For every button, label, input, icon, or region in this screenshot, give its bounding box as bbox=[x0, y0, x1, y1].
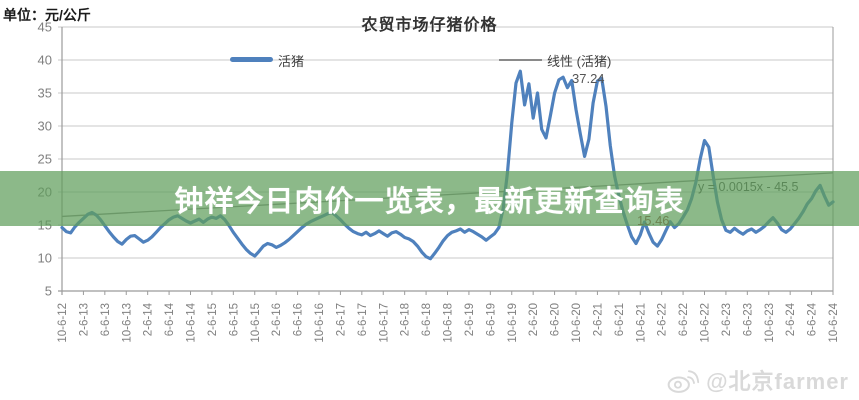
svg-text:10-6-15: 10-6-15 bbox=[250, 303, 262, 343]
headline-text: 钟祥今日肉价一览表，最新更新查询表 bbox=[174, 185, 685, 218]
svg-text:10-6-23: 10-6-23 bbox=[764, 303, 776, 343]
svg-text:6-6-16: 6-6-16 bbox=[293, 303, 305, 336]
unit-label: 单位：元/公斤 bbox=[3, 7, 91, 23]
svg-text:2-6-24: 2-6-24 bbox=[785, 302, 797, 336]
svg-text:6-6-15: 6-6-15 bbox=[228, 303, 240, 336]
trendline-swatch bbox=[499, 59, 542, 61]
svg-text:30: 30 bbox=[38, 119, 52, 134]
svg-text:2-6-17: 2-6-17 bbox=[335, 303, 347, 336]
svg-text:40: 40 bbox=[38, 53, 52, 68]
svg-text:6-6-21: 6-6-21 bbox=[614, 303, 626, 336]
svg-text:10-6-22: 10-6-22 bbox=[700, 303, 712, 343]
svg-text:6-6-20: 6-6-20 bbox=[550, 303, 562, 336]
svg-text:2-6-22: 2-6-22 bbox=[657, 303, 669, 336]
svg-text:10-6-17: 10-6-17 bbox=[378, 303, 390, 343]
svg-text:2-6-20: 2-6-20 bbox=[528, 303, 540, 336]
weibo-logo-icon bbox=[666, 367, 700, 394]
svg-text:10-6-12: 10-6-12 bbox=[57, 303, 69, 343]
peak-value-label: 37.24 bbox=[572, 71, 605, 86]
svg-text:2-6-23: 2-6-23 bbox=[721, 303, 733, 336]
headline-banner: 钟祥今日肉价一览表，最新更新查询表 bbox=[0, 171, 859, 226]
svg-text:10-6-18: 10-6-18 bbox=[443, 303, 455, 343]
svg-text:10-6-14: 10-6-14 bbox=[186, 302, 198, 342]
svg-text:10-6-24: 10-6-24 bbox=[828, 302, 840, 342]
chart-title: 农贸市场仔猪价格 bbox=[361, 17, 498, 34]
svg-text:10: 10 bbox=[38, 251, 52, 266]
svg-text:6-6-17: 6-6-17 bbox=[357, 303, 369, 336]
svg-text:45: 45 bbox=[38, 20, 52, 35]
svg-text:10-6-16: 10-6-16 bbox=[314, 303, 326, 343]
svg-text:35: 35 bbox=[38, 86, 52, 101]
svg-text:10-6-19: 10-6-19 bbox=[507, 303, 519, 343]
svg-text:6-6-24: 6-6-24 bbox=[807, 302, 819, 336]
svg-text:2-6-18: 2-6-18 bbox=[400, 303, 412, 336]
svg-text:2-6-16: 2-6-16 bbox=[271, 303, 283, 336]
series-line-swatch bbox=[230, 57, 273, 62]
watermark: @北京farmer bbox=[666, 364, 849, 396]
legend-item-linear: 线性 (活猪) bbox=[547, 54, 612, 69]
svg-text:6-6-23: 6-6-23 bbox=[742, 303, 754, 336]
legend-item-live-pig: 活猪 bbox=[278, 54, 305, 69]
svg-text:2-6-21: 2-6-21 bbox=[592, 303, 604, 336]
svg-text:6-6-14: 6-6-14 bbox=[164, 302, 176, 336]
svg-text:2-6-15: 2-6-15 bbox=[207, 303, 219, 336]
svg-text:10-6-20: 10-6-20 bbox=[571, 303, 583, 343]
svg-text:6-6-13: 6-6-13 bbox=[100, 303, 112, 336]
svg-text:6-6-19: 6-6-19 bbox=[485, 303, 497, 336]
svg-text:10-6-13: 10-6-13 bbox=[121, 303, 133, 343]
svg-text:2-6-19: 2-6-19 bbox=[464, 303, 476, 336]
svg-text:2-6-14: 2-6-14 bbox=[143, 302, 155, 336]
watermark-handle: @北京farmer bbox=[706, 369, 849, 394]
svg-text:2-6-13: 2-6-13 bbox=[78, 303, 90, 336]
svg-text:25: 25 bbox=[38, 152, 52, 167]
svg-text:6-6-18: 6-6-18 bbox=[421, 303, 433, 336]
svg-text:10-6-21: 10-6-21 bbox=[635, 303, 647, 343]
svg-text:6-6-22: 6-6-22 bbox=[678, 303, 690, 336]
svg-text:5: 5 bbox=[45, 284, 52, 299]
